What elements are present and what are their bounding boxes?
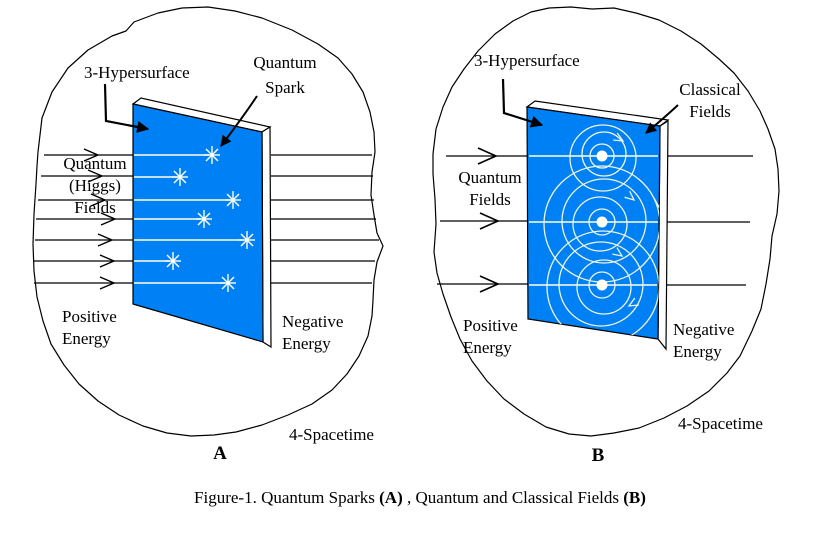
ripple-circle — [589, 143, 615, 169]
classical-field-ripples — [543, 124, 660, 339]
arrowhead-icon — [653, 197, 660, 209]
arrowhead-icon — [479, 275, 500, 293]
caption-text: , Quantum and Classical Fields — [402, 488, 624, 507]
arrowhead-icon — [613, 132, 625, 142]
arrowhead-icon — [477, 147, 498, 165]
negative-energy-label-b: Negative Energy — [673, 320, 735, 361]
hypersurface-panel-b — [526, 106, 661, 340]
arrowhead-icon — [99, 276, 116, 290]
arrowhead-icon — [100, 212, 117, 226]
arrowhead-icon — [479, 212, 500, 230]
spark-icon — [171, 167, 189, 187]
field-source-dot — [596, 150, 608, 162]
caption-text: Figure-1. Quantum Sparks — [194, 488, 380, 507]
panel-letter-a: A — [213, 443, 227, 464]
hypersurface-arrow-a — [103, 83, 150, 133]
arrowhead-icon — [99, 254, 116, 268]
spacetime-label-a: 4-Spacetime — [289, 425, 374, 444]
field-lines-b-left — [437, 155, 528, 285]
hypersurface-label-b: 3-Hypersurface — [474, 51, 580, 70]
ripple-circle — [588, 208, 616, 236]
quantum-fields-label-b: Quantum Fields — [458, 168, 522, 209]
ripple-arrowheads — [612, 132, 660, 307]
field-source-dot — [596, 279, 608, 291]
field-arrowheads-a — [83, 148, 117, 290]
classical-field-sources — [596, 150, 608, 291]
hypersurface-arrow-b — [501, 78, 544, 128]
field-source-dot — [596, 216, 608, 228]
caption-panel-b-ref: (B) — [623, 488, 646, 507]
inner-field-lines-a — [134, 154, 244, 284]
arrowhead-icon — [624, 190, 636, 202]
spacetime-label-b: 4-Spacetime — [678, 414, 763, 433]
arrowhead-icon — [83, 148, 100, 162]
ripple-circle — [558, 241, 644, 327]
negative-energy-label-a: Negative Energy — [282, 312, 344, 353]
spark-icon — [219, 273, 237, 293]
positive-energy-label-b: Positive Energy — [463, 316, 518, 357]
field-lines-a-left — [34, 154, 133, 284]
quantum-spark-label: Quantum Spark — [253, 53, 317, 97]
ripple-circle — [581, 131, 627, 177]
arrowhead-icon — [87, 169, 104, 183]
field-lines-a-right — [271, 154, 379, 284]
spark-icon — [238, 230, 256, 250]
quantum-higgs-fields-label: Quantum (Higgs) Fields — [63, 154, 127, 217]
classical-fields-arrow — [645, 104, 679, 134]
ripple-circle — [561, 178, 647, 264]
ripple-circle — [588, 271, 616, 299]
arrowhead-icon — [97, 233, 114, 247]
caption-panel-a-ref: (A) — [379, 488, 403, 507]
spark-icon — [203, 145, 221, 165]
field-arrowheads-b — [477, 147, 500, 293]
spark-icon — [164, 251, 182, 271]
arrowhead-icon — [90, 193, 107, 207]
arrowhead-icon — [612, 247, 624, 257]
hypersurface-label-a: 3-Hypersurface — [84, 63, 190, 82]
hypersurface-panel-a — [132, 103, 264, 343]
ripple-circle — [569, 124, 637, 192]
quantum-spark-arrow — [220, 95, 258, 147]
arrowhead-icon — [627, 297, 639, 307]
spark-icon — [224, 190, 242, 210]
spark-icon — [195, 209, 213, 229]
ripple-circle — [572, 196, 628, 252]
positive-energy-label-a: Positive Energy — [62, 307, 117, 348]
panel-letter-b: B — [591, 445, 605, 466]
figure-caption: Figure-1. Quantum Sparks (A) , Quantum a… — [0, 488, 840, 508]
field-lines-b-right — [666, 155, 753, 286]
ripple-circle — [576, 259, 632, 315]
classical-fields-label: Classical Fields — [679, 80, 741, 121]
